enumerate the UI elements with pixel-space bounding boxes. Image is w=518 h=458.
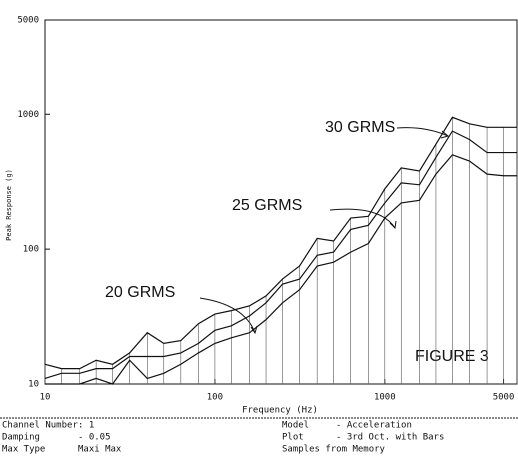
arrow-head: [389, 220, 397, 230]
arrow: [199, 297, 256, 334]
footer-value: - 0.05: [78, 433, 111, 443]
footer-value: - 3rd Oct. with Bars: [336, 433, 444, 443]
series-line: [44, 130, 517, 379]
x-tick-label: 5000: [493, 393, 515, 403]
y-axis-label: Peak Response (g): [5, 169, 13, 241]
arrow-head: [440, 130, 450, 139]
x-axis-label: Frequency (Hz): [242, 406, 318, 416]
y-tick-label: 100: [23, 245, 39, 255]
x-tick-label: 1000: [374, 393, 396, 403]
footer-key: Damping: [2, 433, 40, 443]
footer-value: Maxi Max: [78, 445, 122, 455]
series-line: [44, 116, 517, 370]
footer-key: Samples from Memory: [282, 445, 386, 455]
x-tick-label: 100: [207, 393, 223, 403]
x-tick-label: 10: [40, 393, 51, 403]
footer-value: - Acceleration: [336, 421, 412, 431]
arrow: [329, 208, 396, 229]
series-line: [45, 154, 517, 385]
arrow-head: [250, 325, 258, 335]
footer-value: : 1: [78, 421, 94, 431]
footer-key: Model: [282, 421, 309, 431]
annotation: 25 GRMS: [232, 197, 302, 214]
figure-label: FIGURE 3: [415, 348, 489, 365]
y-tick-label: 1000: [17, 110, 39, 120]
footer-key: Max Type: [2, 445, 45, 455]
arrow: [396, 127, 449, 137]
footer-key: Plot: [282, 433, 304, 443]
annotation: 30 GRMS: [325, 119, 395, 136]
y-tick-label: 10: [28, 380, 39, 390]
y-tick-label: 5000: [17, 16, 39, 26]
footer-key: Channel Number: [2, 421, 78, 431]
annotation: 20 GRMS: [105, 284, 175, 301]
